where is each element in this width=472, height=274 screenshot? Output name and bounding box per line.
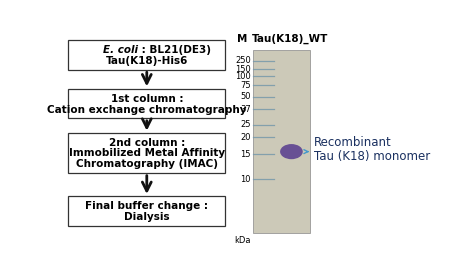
Text: M: M xyxy=(237,35,248,44)
Text: 2nd column :: 2nd column : xyxy=(109,138,185,148)
Text: Tau(K18)-His6: Tau(K18)-His6 xyxy=(106,56,188,66)
Text: Cation exchange chromatography: Cation exchange chromatography xyxy=(47,105,246,115)
FancyBboxPatch shape xyxy=(68,196,226,226)
Ellipse shape xyxy=(280,144,303,159)
Text: : BL21(DE3): : BL21(DE3) xyxy=(138,45,211,55)
Text: 15: 15 xyxy=(240,150,251,159)
FancyBboxPatch shape xyxy=(68,133,226,173)
Text: Recombinant: Recombinant xyxy=(314,136,392,149)
Text: 100: 100 xyxy=(235,72,251,81)
Text: E. coli: E. coli xyxy=(102,45,138,55)
Text: 10: 10 xyxy=(240,175,251,184)
Text: Dialysis: Dialysis xyxy=(124,212,169,222)
Text: Tau (K18) monomer: Tau (K18) monomer xyxy=(314,150,430,163)
Text: 25: 25 xyxy=(240,120,251,129)
Text: 250: 250 xyxy=(235,56,251,65)
Text: 150: 150 xyxy=(235,65,251,73)
Text: Tau(K18)_WT: Tau(K18)_WT xyxy=(252,34,329,44)
Text: 50: 50 xyxy=(240,92,251,101)
FancyBboxPatch shape xyxy=(68,40,226,70)
Text: Final buffer change :: Final buffer change : xyxy=(85,201,208,212)
Text: 37: 37 xyxy=(240,105,251,114)
Bar xyxy=(253,50,310,233)
Text: 20: 20 xyxy=(240,133,251,142)
Text: Chromatography (IMAC): Chromatography (IMAC) xyxy=(76,159,218,169)
Text: kDa: kDa xyxy=(234,236,251,246)
FancyBboxPatch shape xyxy=(68,89,226,118)
Text: Immobilized Metal Affinity: Immobilized Metal Affinity xyxy=(69,148,225,158)
Text: 1st column :: 1st column : xyxy=(110,94,183,104)
Text: 75: 75 xyxy=(240,81,251,90)
